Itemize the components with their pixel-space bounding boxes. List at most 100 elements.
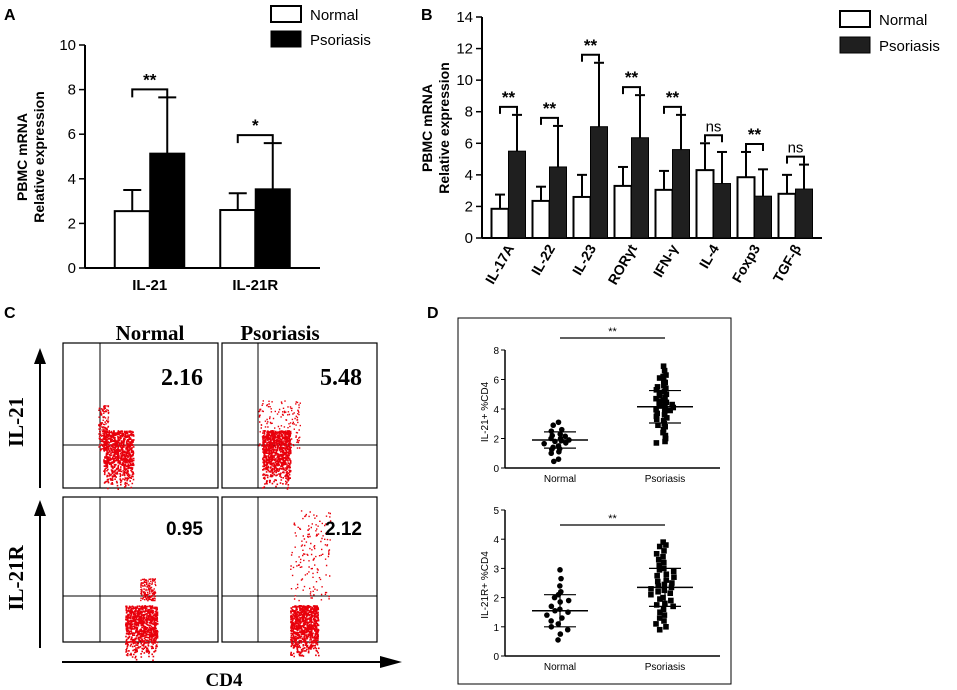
x-axis-arrowhead <box>380 656 402 668</box>
bar-psoriasis-il-22 <box>549 166 567 239</box>
legend-swatch-psoriasis <box>839 36 871 54</box>
flow-plot-frame <box>62 342 219 489</box>
panel-d-top-ylabel: IL-21+ %CD4 <box>480 381 491 442</box>
legend-swatch-psoriasis <box>270 30 302 48</box>
data-point-psoriasis <box>648 586 654 592</box>
data-point-psoriasis <box>660 373 666 380</box>
data-point-psoriasis <box>663 577 670 583</box>
data-point-psoriasis <box>654 578 661 585</box>
data-point-psoriasis <box>661 581 668 588</box>
y-tick-label: 3 <box>493 564 499 575</box>
data-point-psoriasis <box>660 429 666 436</box>
data-point-psoriasis <box>670 568 677 575</box>
data-point-psoriasis <box>653 406 659 413</box>
significance-marker: ns <box>788 140 804 157</box>
significance-marker: ** <box>143 70 157 89</box>
flow-plot: 0.95 <box>62 496 219 662</box>
data-point-psoriasis <box>661 618 667 624</box>
data-point-psoriasis <box>660 553 666 560</box>
data-point-psoriasis <box>656 400 662 406</box>
bar-normal-ifn-γ <box>654 188 674 240</box>
percentage-label: 2.12 <box>325 519 362 540</box>
data-point-psoriasis <box>655 588 661 595</box>
significance-marker: ** <box>625 68 639 87</box>
data-point-psoriasis <box>660 418 667 424</box>
panel-label-d: D <box>427 305 439 322</box>
data-point-psoriasis <box>656 389 663 396</box>
data-point-psoriasis <box>656 562 663 569</box>
y-axis-arrowhead-top <box>34 348 46 364</box>
flow-plot-frame <box>221 342 378 489</box>
panel-a-ylabel-line2: Relative expression <box>31 91 47 223</box>
panel-a-ylabel-line1: PBMC mRNA <box>14 113 30 201</box>
legend-label-normal: Normal <box>310 7 358 24</box>
cell-events <box>258 400 301 490</box>
bar-psoriasis-il-17a <box>508 150 526 239</box>
flow-plot: 2.12 <box>221 496 378 658</box>
data-point-normal <box>548 428 555 434</box>
data-point-normal <box>562 440 569 446</box>
data-point-psoriasis <box>653 602 660 608</box>
data-point-normal <box>562 433 569 440</box>
panel-d-frame <box>457 317 732 685</box>
data-point-psoriasis <box>662 432 669 439</box>
panel-label-b: B <box>421 7 433 24</box>
data-point-psoriasis <box>660 397 667 403</box>
y-tick-label: 6 <box>493 376 499 387</box>
significance-marker: ** <box>666 88 680 107</box>
data-point-psoriasis <box>662 423 668 430</box>
data-point-psoriasis <box>663 391 670 398</box>
flow-plot-frame <box>62 496 219 643</box>
percentage-label: 0.95 <box>166 519 203 540</box>
data-point-psoriasis <box>660 426 667 433</box>
x-tick-label-normal: Normal <box>544 474 576 485</box>
legend-swatch-normal <box>839 10 871 28</box>
data-point-psoriasis <box>661 382 667 389</box>
data-point-psoriasis <box>661 367 668 374</box>
y-tick-label: 2 <box>493 594 499 605</box>
panel-d-scatter-plots: IL-21+ %CD4 IL-21R+ %CD4 0 2 4 6 8 Normal Psor… <box>457 317 732 685</box>
data-point-normal <box>555 419 562 426</box>
bar-normal-il-4 <box>695 169 715 239</box>
data-point-psoriasis <box>654 410 661 417</box>
x-tick-label: IL-4 <box>696 241 722 271</box>
data-point-psoriasis <box>656 392 663 399</box>
data-point-psoriasis <box>661 388 668 395</box>
y-tick-label: 6 <box>465 135 473 152</box>
panel-label-c: C <box>4 305 16 322</box>
x-tick-label: IL-21R <box>232 277 278 294</box>
row-label-il21r: IL-21R <box>4 544 28 610</box>
cell-events <box>290 510 332 658</box>
dot-plot-il21r: 0 1 2 3 4 5 Normal Psoriasis ** <box>493 506 720 673</box>
panel-label-a: A <box>4 7 16 24</box>
y-tick-label: 4 <box>493 405 499 416</box>
row-label-il21: IL-21 <box>4 397 28 447</box>
x-tick-label: IFN-γ <box>650 241 681 279</box>
data-point-psoriasis <box>648 591 654 598</box>
data-point-normal <box>544 612 550 618</box>
bar-normal-rorγt <box>613 184 633 240</box>
y-tick-label: 8 <box>493 346 499 357</box>
data-point-psoriasis <box>654 572 660 579</box>
x-axis-label-cd4: CD4 <box>206 670 243 690</box>
flow-plot-frame <box>221 496 378 643</box>
data-point-psoriasis <box>662 379 669 386</box>
col-header-normal: Normal <box>116 321 185 345</box>
significance-bracket <box>540 116 559 125</box>
data-point-psoriasis <box>656 567 663 573</box>
data-point-psoriasis <box>661 420 668 427</box>
data-point-psoriasis <box>662 435 669 442</box>
y-tick-label: 2 <box>68 215 76 232</box>
data-point-psoriasis <box>653 621 659 627</box>
data-point-normal <box>556 448 562 455</box>
x-tick-label: IL-23 <box>569 241 599 277</box>
data-point-psoriasis <box>663 542 669 548</box>
data-point-psoriasis <box>653 387 660 393</box>
significance-marker: ** <box>543 99 557 118</box>
dot-plot-il21: 0 2 4 6 8 Normal Psoriasis ** <box>493 326 720 485</box>
bar-psoriasis-ifn-γ <box>672 149 690 239</box>
data-point-normal <box>548 450 555 457</box>
legend-label-normal: Normal <box>879 12 927 29</box>
y-tick-label: 6 <box>68 126 76 143</box>
significance-marker: * <box>252 116 259 135</box>
